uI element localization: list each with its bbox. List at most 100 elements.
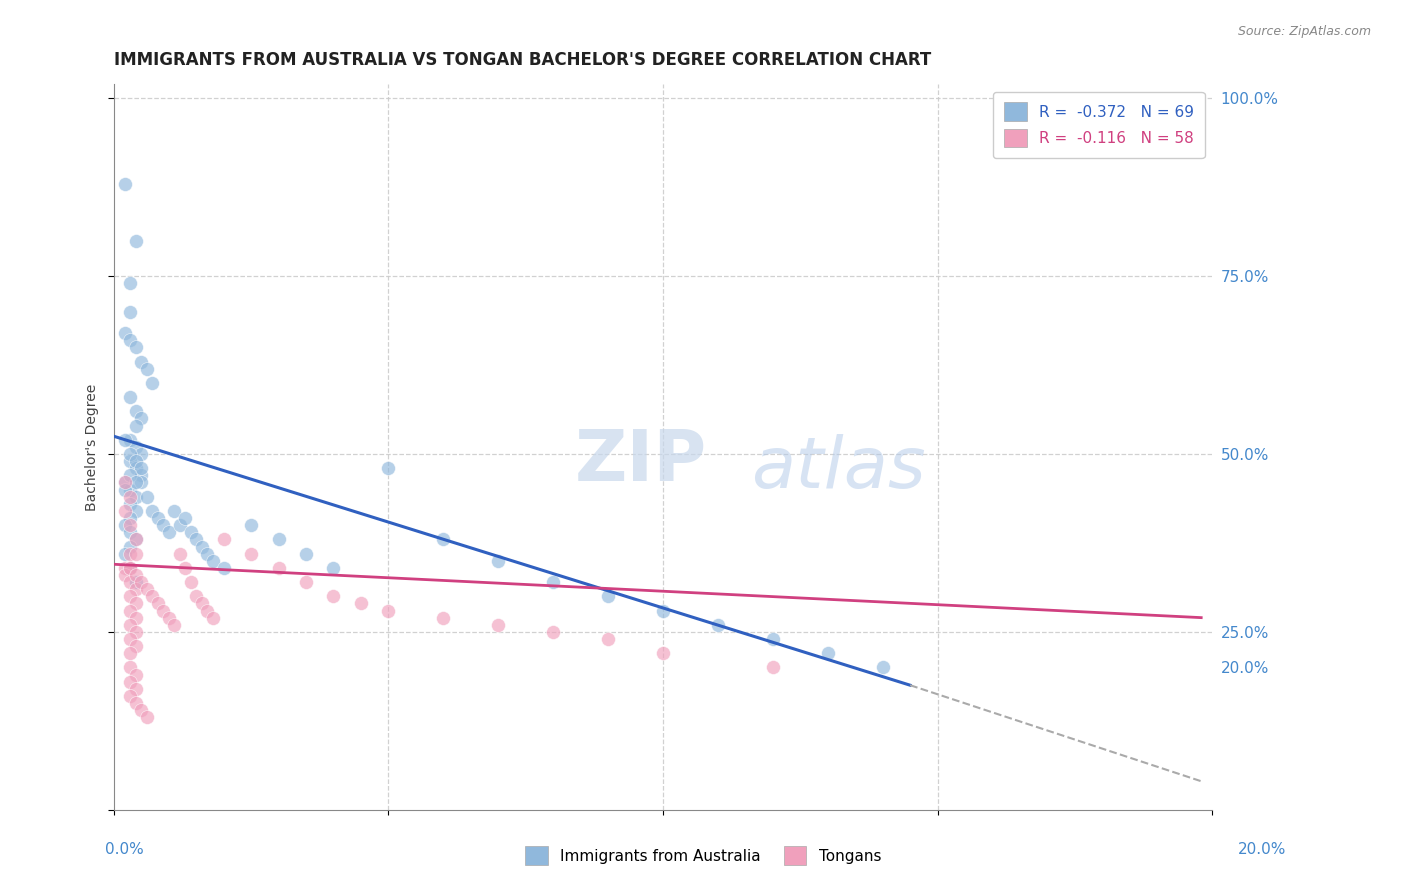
Point: [190, 596, 212, 610]
Point: [141, 376, 163, 390]
Point: [180, 525, 202, 540]
Point: [186, 533, 208, 547]
Point: [125, 504, 148, 518]
Point: [125, 547, 148, 561]
Point: [120, 660, 142, 674]
Point: [157, 525, 180, 540]
Point: [129, 468, 152, 483]
Point: [186, 589, 208, 603]
Y-axis label: Bachelor's Degree: Bachelor's Degree: [86, 384, 100, 510]
Point: [120, 511, 142, 525]
Point: [114, 483, 136, 497]
Point: [195, 547, 218, 561]
Point: [432, 610, 454, 624]
Point: [201, 554, 224, 568]
Point: [652, 603, 675, 617]
Point: [114, 433, 136, 447]
Point: [163, 617, 186, 632]
Point: [432, 533, 454, 547]
Point: [322, 561, 344, 575]
Point: [120, 674, 142, 689]
Point: [125, 490, 148, 504]
Point: [817, 646, 839, 660]
Point: [141, 589, 163, 603]
Point: [322, 589, 344, 603]
Point: [129, 461, 152, 475]
Point: [596, 589, 619, 603]
Point: [240, 518, 263, 533]
Point: [125, 418, 148, 433]
Point: [125, 440, 148, 454]
Point: [377, 603, 399, 617]
Point: [120, 305, 142, 319]
Point: [157, 610, 180, 624]
Point: [114, 518, 136, 533]
Legend: Immigrants from Australia, Tongans: Immigrants from Australia, Tongans: [519, 840, 887, 871]
Point: [295, 575, 318, 590]
Text: 20.0%: 20.0%: [1239, 842, 1286, 856]
Point: [596, 632, 619, 646]
Point: [120, 468, 142, 483]
Point: [201, 610, 224, 624]
Point: [174, 511, 197, 525]
Point: [146, 596, 169, 610]
Point: [762, 632, 785, 646]
Point: [295, 547, 318, 561]
Point: [125, 696, 148, 710]
Point: [125, 624, 148, 639]
Point: [212, 533, 235, 547]
Point: [114, 475, 136, 490]
Point: [541, 624, 564, 639]
Text: atlas: atlas: [751, 434, 925, 503]
Point: [120, 689, 142, 703]
Point: [240, 547, 263, 561]
Point: [129, 575, 152, 590]
Point: [486, 554, 509, 568]
Point: [120, 561, 142, 575]
Point: [120, 433, 142, 447]
Point: [152, 518, 174, 533]
Point: [146, 511, 169, 525]
Text: IMMIGRANTS FROM AUSTRALIA VS TONGAN BACHELOR'S DEGREE CORRELATION CHART: IMMIGRANTS FROM AUSTRALIA VS TONGAN BACH…: [114, 51, 931, 69]
Point: [125, 575, 148, 590]
Point: [169, 547, 191, 561]
Point: [120, 518, 142, 533]
Point: [120, 547, 142, 561]
Point: [125, 639, 148, 653]
Point: [125, 454, 148, 468]
Point: [163, 504, 186, 518]
Point: [169, 518, 191, 533]
Point: [267, 561, 290, 575]
Legend: R =  -0.372   N = 69, R =  -0.116   N = 58: R = -0.372 N = 69, R = -0.116 N = 58: [993, 92, 1205, 158]
Point: [174, 561, 197, 575]
Point: [114, 177, 136, 191]
Point: [377, 461, 399, 475]
Point: [120, 447, 142, 461]
Point: [762, 660, 785, 674]
Text: ZIP: ZIP: [575, 427, 707, 496]
Point: [125, 610, 148, 624]
Point: [125, 340, 148, 354]
Point: [120, 632, 142, 646]
Point: [212, 561, 235, 575]
Point: [872, 660, 894, 674]
Point: [114, 568, 136, 582]
Point: [114, 475, 136, 490]
Point: [120, 540, 142, 554]
Point: [120, 483, 142, 497]
Point: [135, 582, 157, 597]
Point: [120, 490, 142, 504]
Point: [129, 411, 152, 425]
Point: [125, 568, 148, 582]
Point: [350, 596, 373, 610]
Point: [129, 475, 152, 490]
Point: [120, 390, 142, 404]
Point: [120, 277, 142, 291]
Point: [120, 603, 142, 617]
Point: [114, 504, 136, 518]
Text: 0.0%: 0.0%: [105, 842, 145, 856]
Point: [129, 703, 152, 717]
Point: [120, 561, 142, 575]
Point: [125, 404, 148, 418]
Point: [135, 490, 157, 504]
